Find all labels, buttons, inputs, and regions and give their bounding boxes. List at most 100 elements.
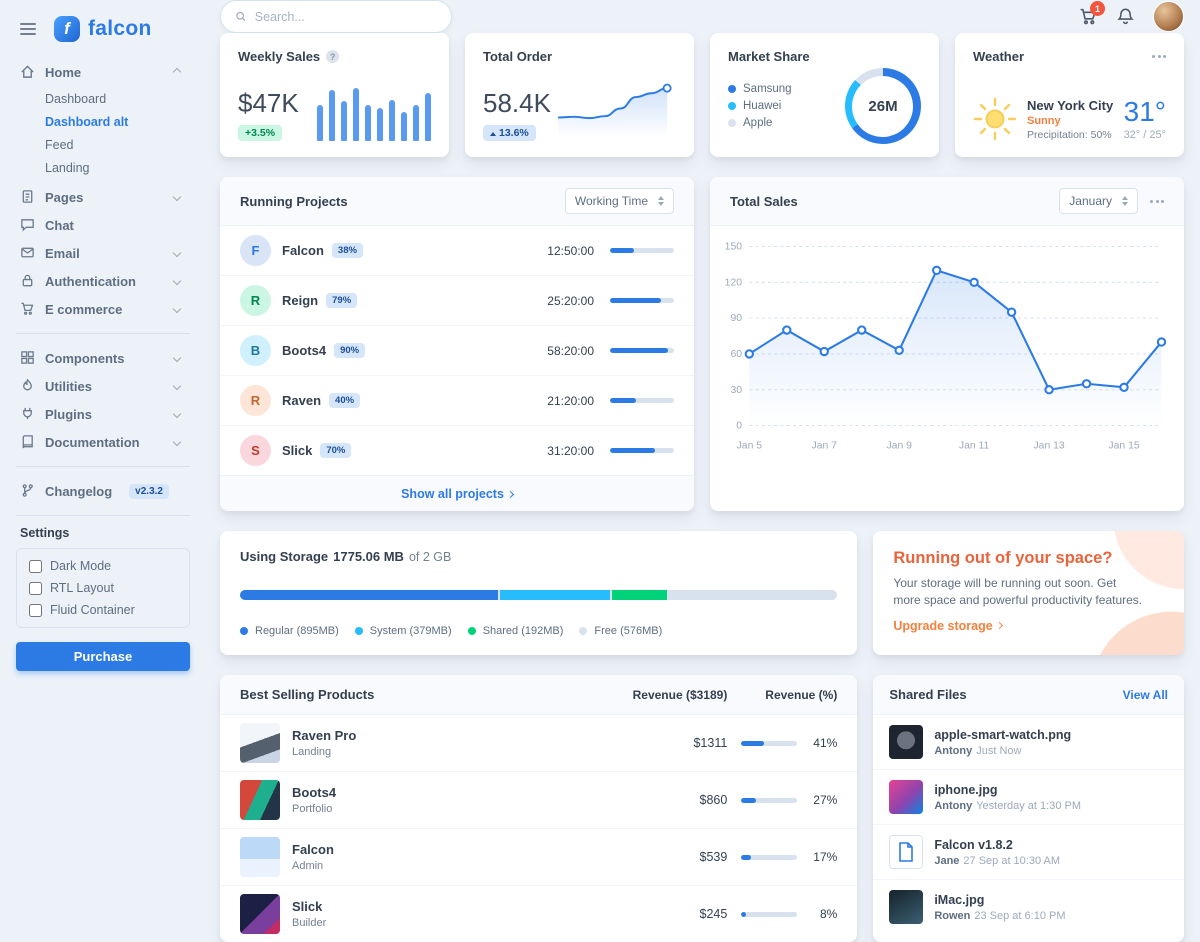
sidebar-item-email[interactable]: Email <box>16 239 190 267</box>
user-avatar[interactable] <box>1153 1 1184 32</box>
sidebar-item-pages[interactable]: Pages <box>16 183 190 211</box>
file-timestamp: 27 Sep at 10:30 AM <box>963 854 1061 867</box>
sidebar-item-utilities[interactable]: Utilities <box>16 372 190 400</box>
sidebar-item-dashboard-alt[interactable]: Dashboard alt <box>45 115 129 129</box>
fluid-container-toggle[interactable]: Fluid Container <box>29 603 177 617</box>
project-avatar: R <box>240 385 271 416</box>
sidebar-item-dashboard[interactable]: Dashboard <box>45 92 107 106</box>
sidebar-item-label: Components <box>45 350 125 366</box>
project-row[interactable]: S Slick 70% 31:20:00 <box>220 425 694 475</box>
project-progress-bar <box>610 398 674 403</box>
brand-logo[interactable]: f falcon <box>54 16 152 42</box>
purchase-button[interactable]: Purchase <box>16 642 190 671</box>
sidebar-item-label: Utilities <box>45 378 92 394</box>
product-revenue: $539 <box>699 850 728 864</box>
chevron-down-icon <box>172 192 182 202</box>
list-item[interactable]: iphone.jpg Antony Yesterday at 1:30 PM <box>873 769 1184 824</box>
checkbox-label: RTL Layout <box>50 581 114 595</box>
storage-bar <box>240 589 838 600</box>
project-name: Boots4 <box>282 343 327 358</box>
weather-city: New York City <box>1026 97 1114 113</box>
settings-panel: Dark Mode RTL Layout Fluid Container <box>16 548 190 628</box>
list-item[interactable]: Falcon v1.8.2 Jane 27 Sep at 10:30 AM <box>873 824 1184 879</box>
info-icon[interactable]: ? <box>326 50 340 63</box>
card-title: Total Order <box>483 49 553 64</box>
legend-item: Samsung <box>728 83 792 95</box>
project-progress-bar <box>610 448 674 453</box>
main-content: 1 Weekly Sales ? $47K +3.5% <box>200 0 1200 942</box>
file-icon <box>899 842 914 862</box>
table-row[interactable]: Raven Pro Landing $1311 41% <box>220 715 857 771</box>
project-row[interactable]: B Boots4 90% 58:20:00 <box>220 325 694 375</box>
rtl-layout-toggle[interactable]: RTL Layout <box>29 581 177 595</box>
sidebar-item-documentation[interactable]: Documentation <box>16 428 190 456</box>
show-all-projects-link[interactable]: Show all projects <box>401 487 514 501</box>
sort-arrows-icon <box>1122 196 1128 206</box>
file-thumbnail <box>889 890 924 924</box>
sidebar-item-landing[interactable]: Landing <box>45 161 90 175</box>
dark-mode-checkbox[interactable] <box>29 559 42 573</box>
sidebar-item-home[interactable]: Home <box>16 58 190 86</box>
space-card-title: Running out of your space? <box>893 549 1113 567</box>
rtl-layout-checkbox[interactable] <box>29 581 42 595</box>
more-options-icon[interactable] <box>1150 196 1164 207</box>
sidebar-item-plugins[interactable]: Plugins <box>16 400 190 428</box>
product-category[interactable]: Admin <box>292 860 324 872</box>
upgrade-storage-link[interactable]: Upgrade storage <box>893 619 1003 633</box>
product-category[interactable]: Portfolio <box>292 803 333 815</box>
sidebar-item-feed[interactable]: Feed <box>45 138 74 152</box>
cart-button[interactable]: 1 <box>1079 1 1105 26</box>
product-category[interactable]: Builder <box>292 917 327 929</box>
legend-dot <box>728 102 736 110</box>
svg-text:Jan 15: Jan 15 <box>1108 440 1139 451</box>
sidebar-item-chat[interactable]: Chat <box>16 211 190 239</box>
file-name[interactable]: Falcon v1.8.2 <box>934 837 1013 852</box>
more-options-icon[interactable] <box>1152 51 1166 62</box>
shared-files-card: Shared Files View All apple-smart-watch.… <box>873 675 1184 942</box>
search-box[interactable] <box>220 0 452 33</box>
project-name: Raven <box>282 393 322 408</box>
project-list: F Falcon 38% 12:50:00 R Reign 79% 25:20:… <box>220 226 694 475</box>
file-owner: Antony <box>934 799 973 812</box>
dark-mode-toggle[interactable]: Dark Mode <box>29 559 177 573</box>
project-progress-badge: 38% <box>331 243 363 258</box>
sidebar-item-components[interactable]: Components <box>16 344 190 372</box>
file-name[interactable]: iphone.jpg <box>934 782 998 797</box>
notifications-button[interactable] <box>1116 7 1135 26</box>
table-row[interactable]: Slick Builder $245 8% <box>220 885 858 942</box>
project-row[interactable]: R Reign 79% 25:20:00 <box>220 275 694 325</box>
project-row[interactable]: R Raven 40% 21:20:00 <box>220 375 694 425</box>
topbar: 1 <box>220 0 1184 33</box>
legend-dot <box>467 627 476 635</box>
storage-legend: Regular (895MB) System (379MB) Shared (1… <box>240 625 837 637</box>
project-row[interactable]: F Falcon 38% 12:50:00 <box>220 226 694 275</box>
hamburger-menu-icon[interactable] <box>16 19 40 39</box>
product-category[interactable]: Landing <box>292 746 332 758</box>
list-item[interactable]: apple-smart-watch.png Antony Just Now <box>873 715 1184 769</box>
sidebar-item-authentication[interactable]: Authentication <box>16 267 190 295</box>
table-row[interactable]: Boots4 Portfolio $860 27% <box>220 771 858 828</box>
sidebar-item-changelog[interactable]: Changelog v2.3.2 <box>16 477 190 505</box>
file-name[interactable]: apple-smart-watch.png <box>934 727 1072 742</box>
fluid-container-checkbox[interactable] <box>29 603 42 617</box>
project-time: 58:20:00 <box>547 343 594 358</box>
sidebar-item-ecommerce[interactable]: E commerce <box>16 295 190 323</box>
working-time-select[interactable]: Working Time <box>564 188 674 214</box>
search-icon <box>236 11 246 21</box>
product-name: Boots4 <box>292 785 337 800</box>
project-time: 21:20:00 <box>547 393 594 408</box>
table-row[interactable]: Falcon Admin $539 17% <box>220 828 858 885</box>
file-owner: Rowen <box>934 909 971 922</box>
month-select[interactable]: January <box>1059 188 1138 214</box>
svg-text:Jan 7: Jan 7 <box>812 440 838 451</box>
project-progress-badge: 79% <box>326 293 358 308</box>
list-item[interactable]: iMac.jpg Rowen 23 Sep at 6:10 PM <box>873 879 1184 934</box>
project-avatar: S <box>240 435 271 466</box>
project-progress-badge: 40% <box>329 393 361 408</box>
project-name: Reign <box>282 293 319 308</box>
settings-heading: Settings <box>20 526 70 540</box>
product-list: Raven Pro Landing $1311 41% Boots4 Portf… <box>220 715 858 942</box>
product-thumbnail <box>240 780 280 820</box>
search-input[interactable] <box>254 9 437 24</box>
view-all-link[interactable]: View All <box>1122 687 1168 702</box>
